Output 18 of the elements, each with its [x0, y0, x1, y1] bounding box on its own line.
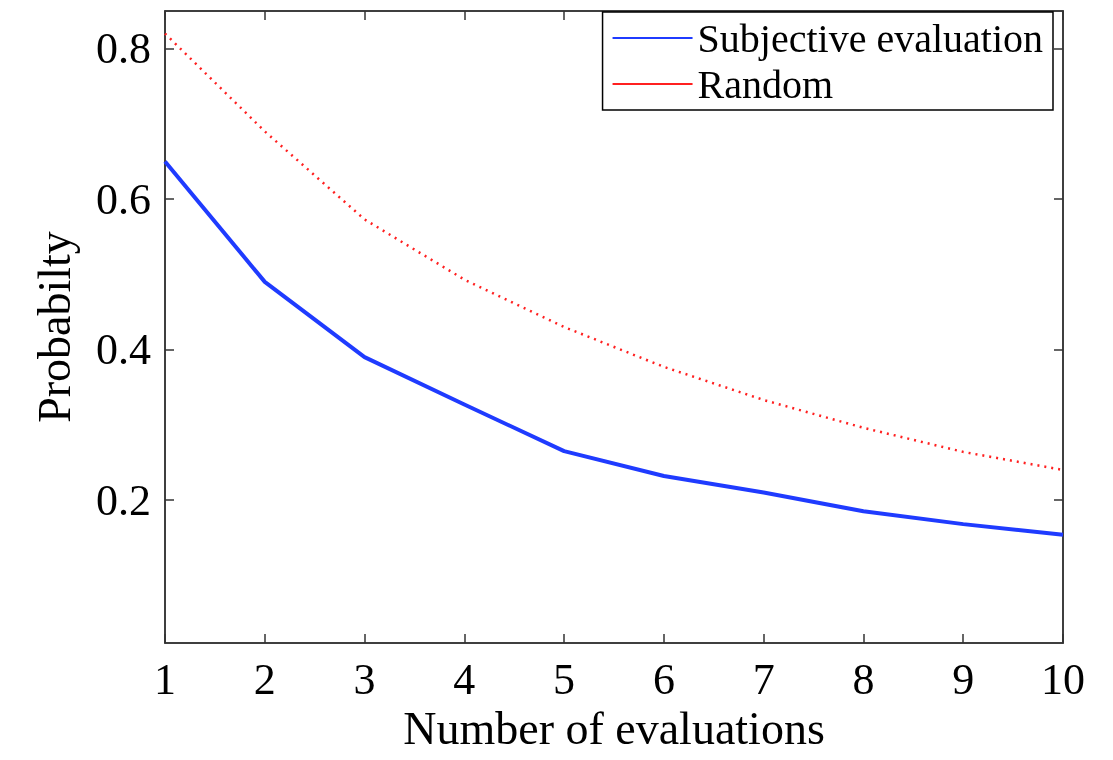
x-tick-label: 4 [453, 654, 476, 704]
legend-label: Random [697, 61, 834, 107]
y-tick-label: 0.2 [96, 475, 151, 525]
y-tick-label: 0.4 [96, 325, 151, 375]
x-tick-label: 5 [553, 654, 576, 704]
y-tick-label: 0.6 [96, 174, 151, 224]
x-tick-label: 9 [952, 654, 975, 704]
legend-label: Subjective evaluation [697, 15, 1043, 61]
x-axis-title: Number of evaluations [403, 703, 825, 755]
x-tick-label: 8 [852, 654, 875, 704]
x-tick-label: 6 [652, 654, 675, 704]
x-tick-label: 2 [253, 654, 276, 704]
x-tick-label: 10 [1041, 654, 1085, 704]
x-tick-label: 1 [154, 654, 176, 704]
y-tick-label: 0.8 [96, 24, 151, 74]
x-tick-label: 7 [752, 654, 775, 704]
y-axis-title: Probabilty [28, 231, 80, 423]
x-tick-label: 3 [353, 654, 376, 704]
